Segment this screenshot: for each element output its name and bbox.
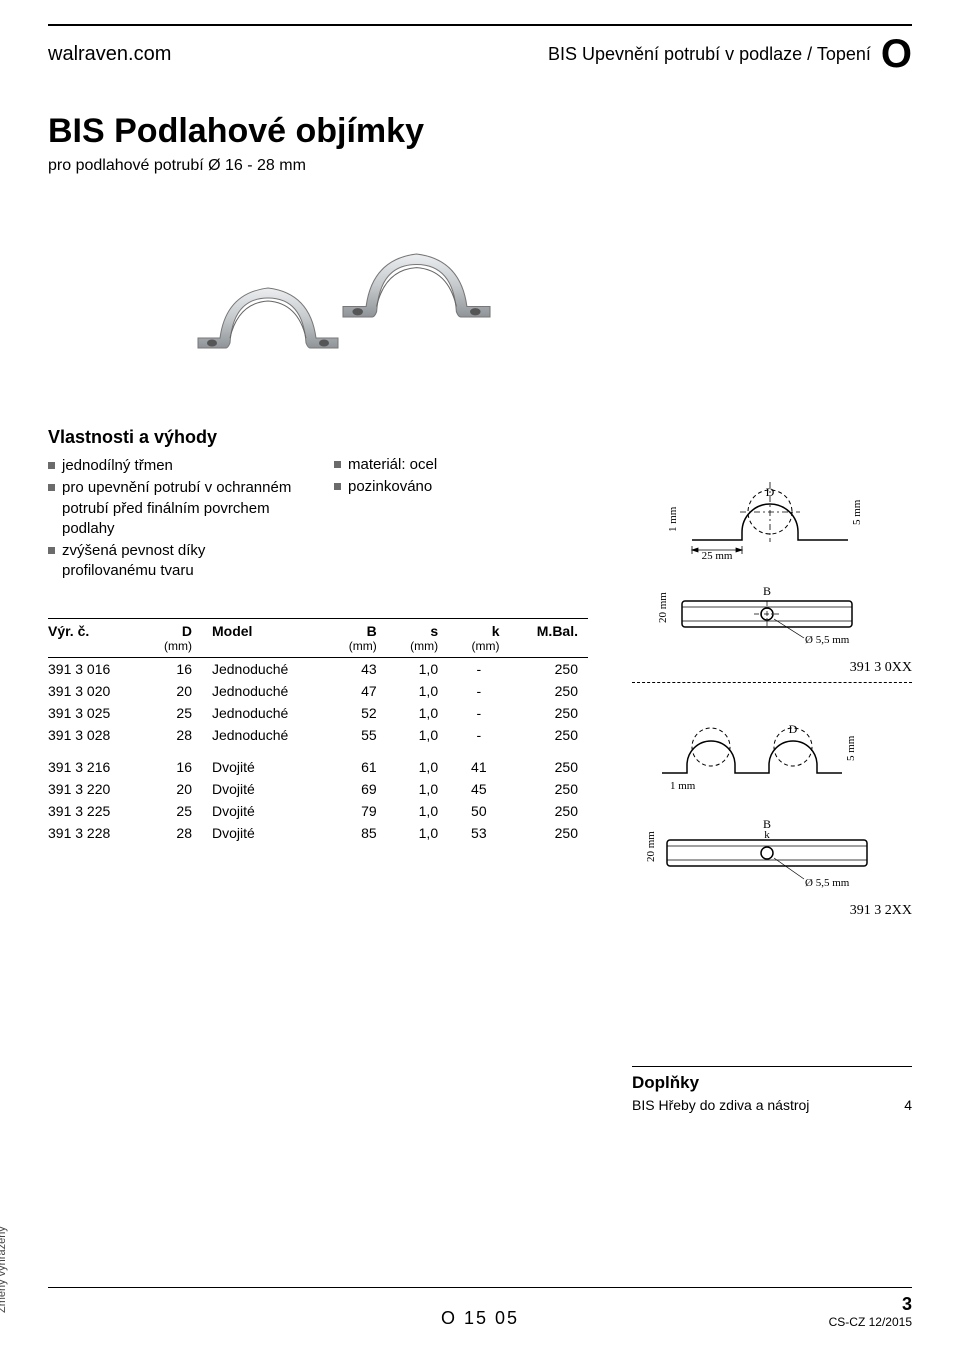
bullet-item: zvýšená pevnost díky profilovanému tvaru — [48, 541, 298, 582]
addons-row: BIS Hřeby do zdiva a nástroj 4 — [632, 1097, 912, 1113]
diagram-double-top: B k Ø 5,5 mm 20 mm 391 3 2XX — [632, 816, 912, 919]
properties-left-list: jednodílný třmen pro upevnění potrubí v … — [48, 456, 298, 582]
bullet-item: materiál: ocel — [334, 455, 584, 475]
diagram-single-side: 25 mm 1 mm D 5 mm — [632, 470, 912, 563]
table-row: 391 3 21616Dvojité611,041250 — [48, 756, 588, 778]
dim-base: 25 mm — [702, 550, 733, 560]
table-row: 391 3 22020Dvojité691,045250 — [48, 778, 588, 800]
page-number: 3 — [829, 1294, 912, 1315]
addons-section: Doplňky BIS Hřeby do zdiva a nástroj 4 — [632, 1066, 912, 1113]
table-row: 391 3 22525Dvojité791,050250 — [48, 800, 588, 822]
dim-depth2: 20 mm — [645, 831, 657, 862]
bullet-item: jednodílný třmen — [48, 456, 298, 476]
properties-heading: Vlastnosti a výhody — [48, 427, 298, 448]
dim-gap: 1 mm — [667, 506, 679, 532]
dim-hole2: Ø 5,5 mm — [805, 877, 850, 889]
technical-diagrams: 25 mm 1 mm D 5 mm B Ø 5,5 mm 2 — [632, 470, 912, 939]
dim-D2: D — [789, 722, 798, 736]
page-title: BIS Podlahové objímky — [48, 112, 912, 151]
section-letter: O — [881, 34, 912, 74]
footer-code: O 15 05 — [441, 1308, 519, 1329]
col-s: s — [387, 618, 448, 639]
doc-code: CS-CZ 12/2015 — [829, 1315, 912, 1329]
breadcrumb: BIS Upevnění potrubí v podlaze / Topení … — [548, 34, 912, 74]
bullet-item: pro upevnění potrubí v ochranném potrubí… — [48, 478, 298, 539]
diagram-single-label: 391 3 0XX — [632, 660, 912, 676]
unit-k: (mm) — [448, 639, 509, 658]
table-row: 391 3 02020Jednoduché471,0-250 — [48, 680, 588, 702]
col-mbal: M.Bal. — [510, 618, 588, 639]
dim-k: k — [764, 829, 770, 841]
page-footer: O 15 05 3 CS-CZ 12/2015 — [48, 1287, 912, 1329]
dim-gap2: 1 mm — [670, 780, 696, 792]
col-k: k — [448, 618, 509, 639]
col-model: Model — [202, 618, 325, 639]
dim-B: B — [763, 584, 771, 598]
product-photo — [48, 203, 912, 403]
addons-text: BIS Hřeby do zdiva a nástroj — [632, 1097, 809, 1113]
col-B: B — [325, 618, 386, 639]
unit-B: (mm) — [325, 639, 386, 658]
spec-table: Výr. č. D Model B s k M.Bal. (mm) (mm) (… — [48, 618, 588, 844]
table-row: 391 3 01616Jednoduché431,0-250 — [48, 657, 588, 680]
unit-D: (mm) — [141, 639, 202, 658]
table-row: 391 3 02828Jednoduché551,0-250 — [48, 724, 588, 746]
addons-ref: 4 — [904, 1097, 912, 1113]
dim-height2: 5 mm — [845, 735, 857, 761]
dim-D: D — [766, 485, 775, 499]
side-note: Změny vyhrazeny — [0, 1226, 8, 1313]
table-row: 391 3 02525Jednoduché521,0-250 — [48, 702, 588, 724]
dim-height: 5 mm — [851, 499, 863, 525]
bullet-item: pozinkováno — [334, 477, 584, 497]
table-gap — [48, 746, 588, 756]
breadcrumb-text: BIS Upevnění potrubí v podlaze / Topení — [548, 44, 871, 65]
properties-right-list: materiál: ocel pozinkováno — [334, 455, 584, 498]
page-header: walraven.com BIS Upevnění potrubí v podl… — [48, 24, 912, 74]
unit-s: (mm) — [387, 639, 448, 658]
diagram-double-side: 1 mm D 5 mm — [632, 703, 912, 796]
dim-depth: 20 mm — [657, 592, 669, 623]
table-row: 391 3 22828Dvojité851,053250 — [48, 822, 588, 844]
col-D: D — [141, 618, 202, 639]
addons-heading: Doplňky — [632, 1066, 912, 1093]
table-header-row: Výr. č. D Model B s k M.Bal. — [48, 618, 588, 639]
table-units-row: (mm) (mm) (mm) (mm) — [48, 639, 588, 658]
page-subtitle: pro podlahové potrubí Ø 16 - 28 mm — [48, 157, 912, 175]
col-code: Výr. č. — [48, 618, 141, 639]
site-url: walraven.com — [48, 43, 171, 66]
diagram-single-top: B Ø 5,5 mm 20 mm 391 3 0XX — [632, 583, 912, 683]
diagram-double-label: 391 3 2XX — [632, 903, 912, 919]
dim-hole: Ø 5,5 mm — [805, 634, 850, 646]
